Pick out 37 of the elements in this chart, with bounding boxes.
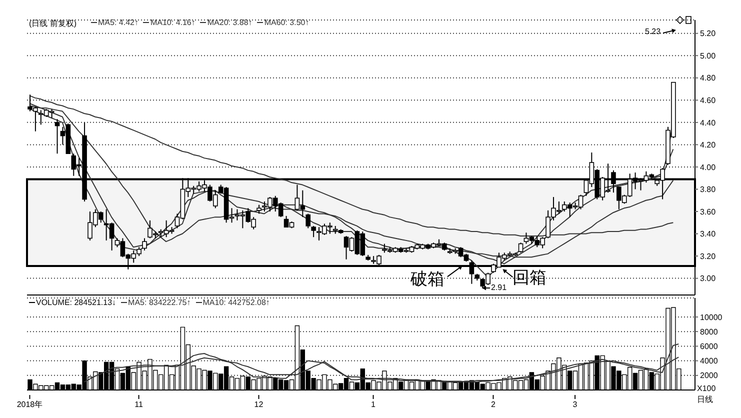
x-tick-label: 12 xyxy=(254,400,264,409)
x-tick-label: 2018年 xyxy=(16,400,43,409)
chart-title: (日线 前复权) xyxy=(29,19,77,28)
legend-label: MA5: 4.42↑ xyxy=(97,18,138,27)
y-tick-label: 3.20 xyxy=(700,252,716,261)
annotation: 回箱 xyxy=(512,268,547,288)
y-tick-label: 4.80 xyxy=(700,74,716,83)
legend-label: MA20: 3.88↑ xyxy=(206,18,252,27)
x-tick-label: 11 xyxy=(134,400,144,409)
legend-label: MA10: 442752.08↑ xyxy=(202,298,270,307)
annotation: 5.23 xyxy=(645,27,661,36)
annotation: 破箱 xyxy=(409,270,444,289)
legend-label: MA5: 834222.75↑ xyxy=(127,298,191,307)
x-tick-label: 1 xyxy=(371,400,376,409)
y-tick-label: 8000 xyxy=(700,327,718,336)
y-tick-label: 3.00 xyxy=(700,274,716,284)
annotation: 2.91 xyxy=(491,283,507,292)
y-tick-label: 3.60 xyxy=(700,207,716,216)
y-tick-label: 4.40 xyxy=(700,118,716,128)
legend-label: MA10: 4.16↑ xyxy=(149,18,196,27)
y-tick-label: 6000 xyxy=(700,342,718,352)
y-tick-label: 3.40 xyxy=(700,230,716,239)
y-tick-label: 5.00 xyxy=(700,51,716,60)
y-tick-label: 2000 xyxy=(700,371,718,380)
y-tick-label: 3.80 xyxy=(700,185,716,194)
x-tick-label: 2 xyxy=(491,400,496,409)
y-tick-label: 4.00 xyxy=(700,162,716,172)
legend-label: VOLUME: 284521.13↓ xyxy=(35,298,116,307)
text: 日线 xyxy=(697,395,713,404)
y-tick-label: 4000 xyxy=(700,356,718,366)
text: X100 xyxy=(697,384,716,393)
y-tick-label: 10000 xyxy=(700,312,723,322)
y-tick-label: 5.20 xyxy=(700,29,716,38)
x-tick-label: 3 xyxy=(572,400,578,409)
legend-label: MA60: 3.50↑ xyxy=(263,18,310,27)
y-tick-label: 4.20 xyxy=(700,140,716,150)
y-tick-label: 4.60 xyxy=(700,96,716,105)
